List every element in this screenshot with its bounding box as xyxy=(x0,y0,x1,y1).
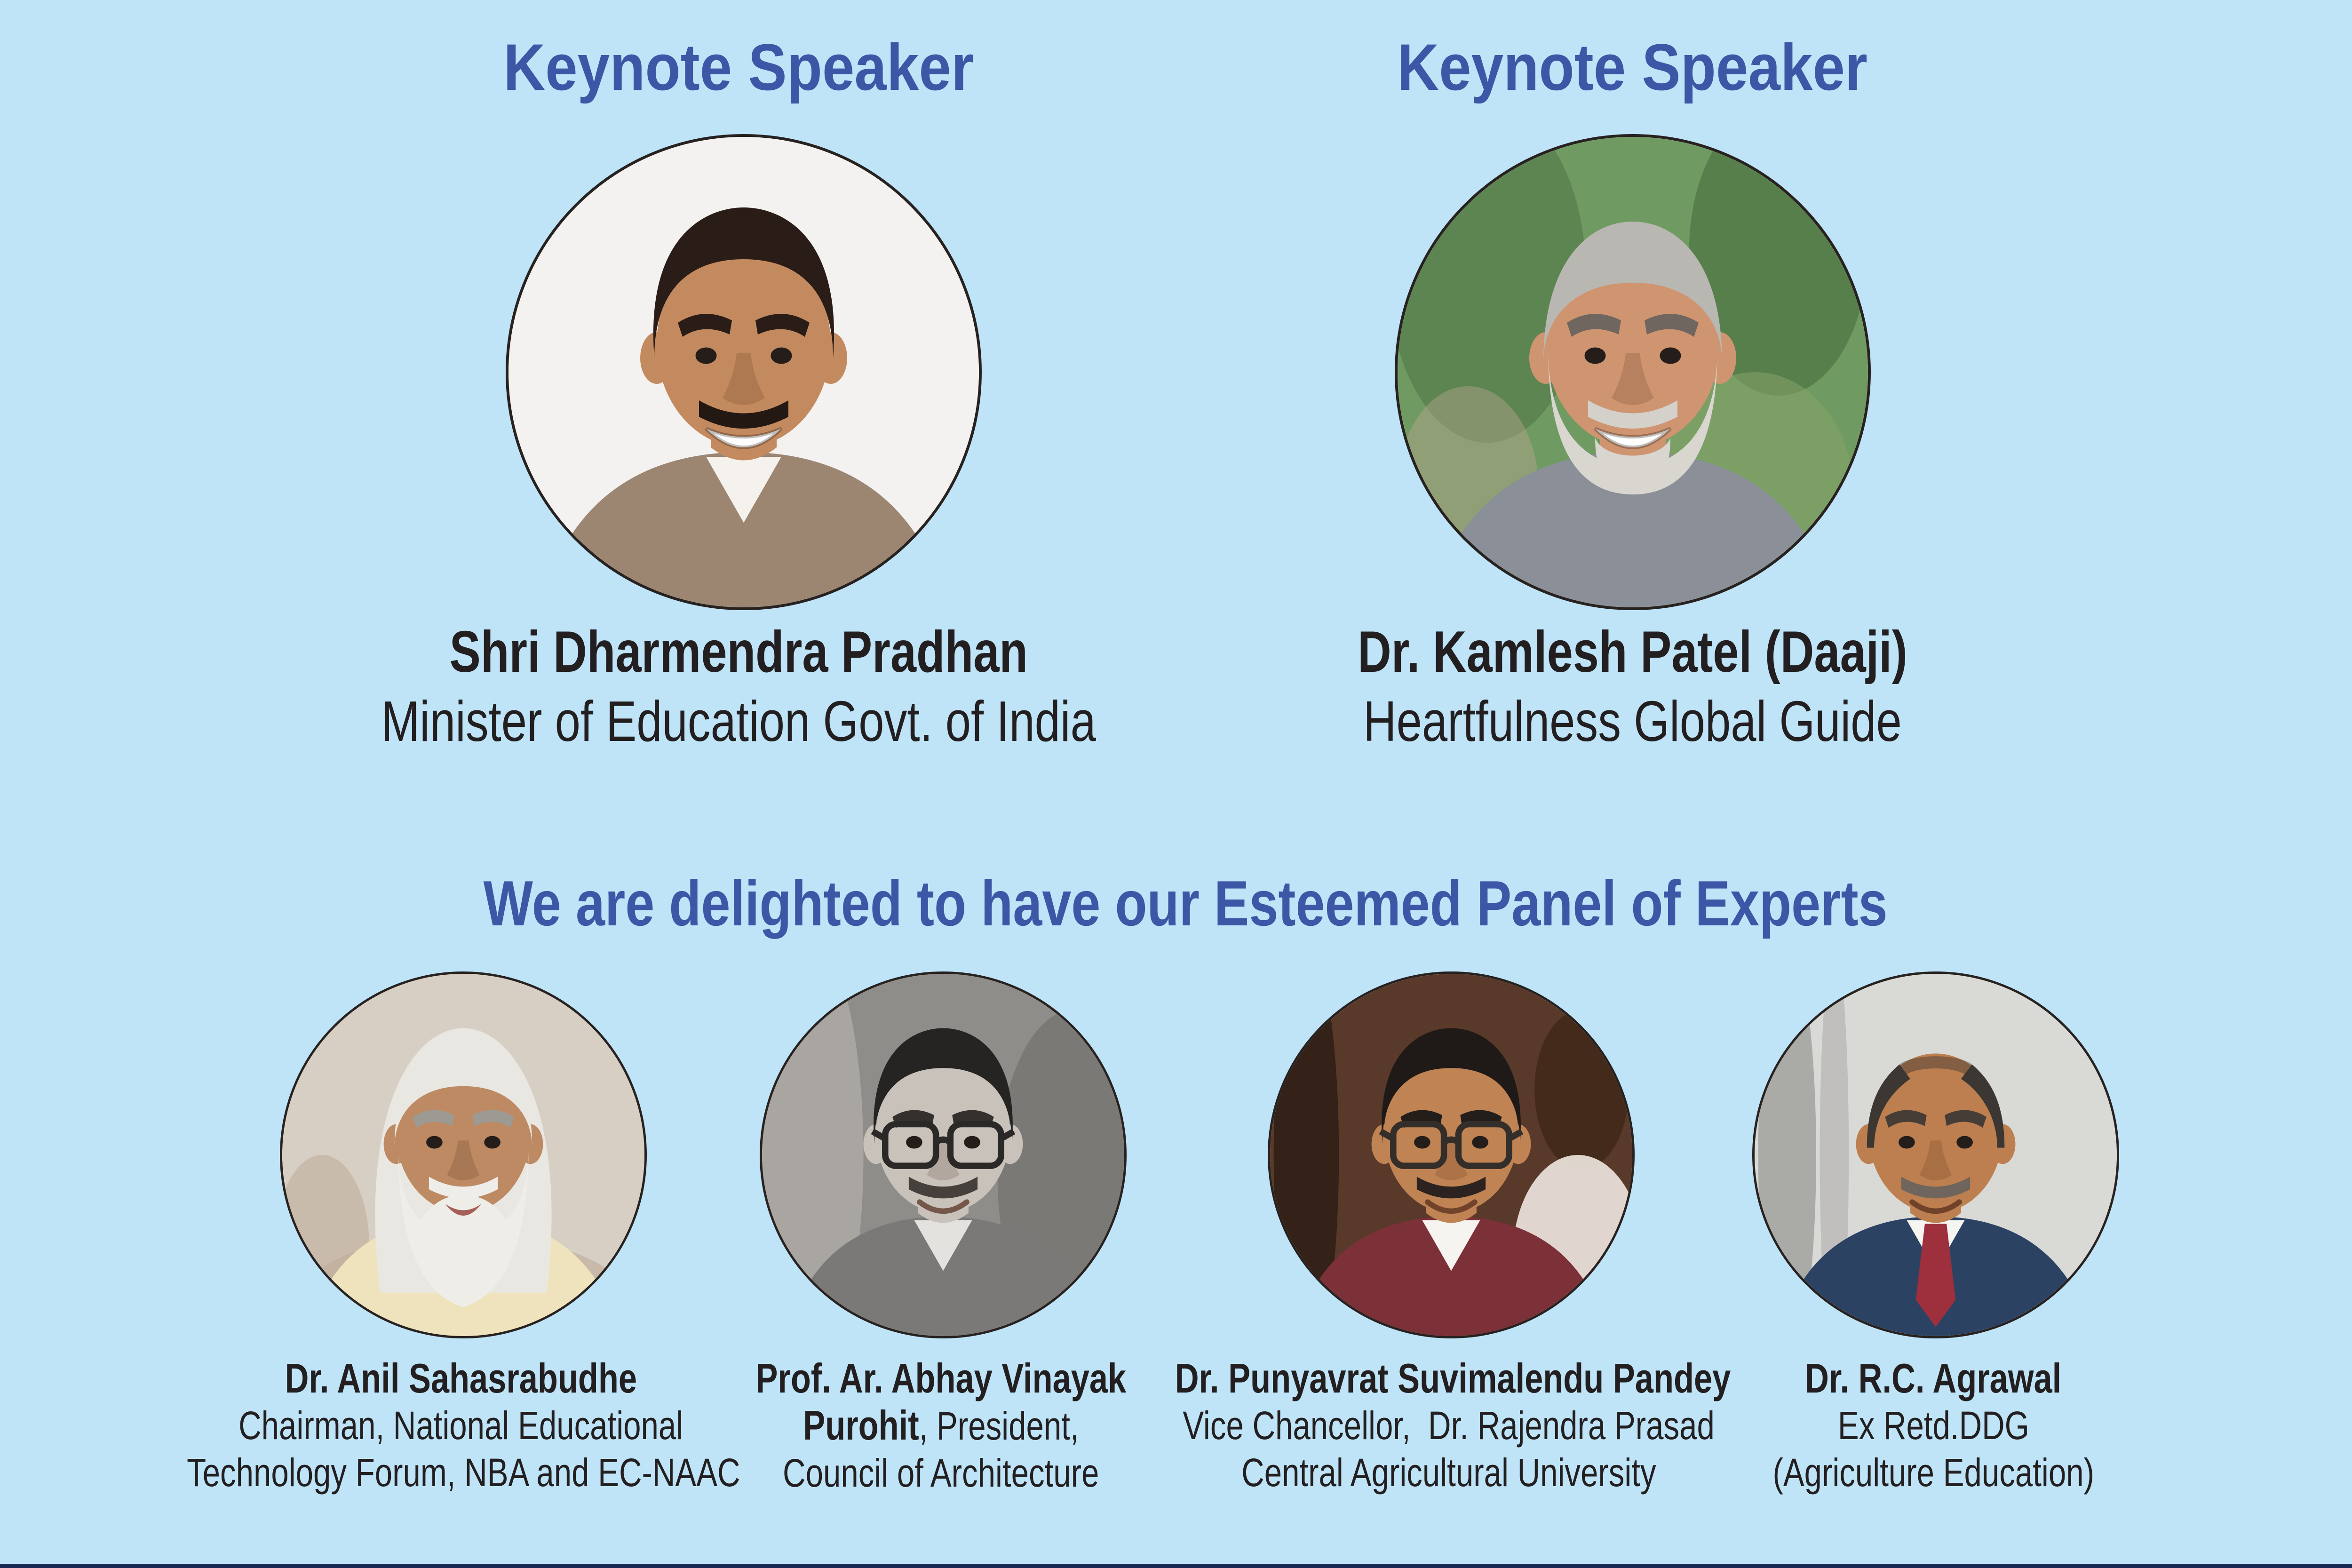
anil-sahasrabudhe-photo xyxy=(282,974,644,1336)
keynote-heading-left-text: Keynote Speaker xyxy=(503,30,974,104)
expert-role-line: Vice Chancellor, Dr. Rajendra Prasad xyxy=(1183,1403,1715,1448)
expert-role-line: Purohit, President, xyxy=(803,1402,1079,1449)
expert-caption: Dr. Punyavrat Suvimalendu Pandey Vice Ch… xyxy=(1105,1355,1792,1496)
expert-column-pandey: Dr. Punyavrat Suvimalendu Pandey Vice Ch… xyxy=(1143,971,1755,1536)
footer-bar xyxy=(0,1564,2352,1568)
expert-role-line: Ex Retd.DDG xyxy=(1837,1403,2029,1448)
expert-name: Prof. Ar. Abhay Vinayak xyxy=(755,1355,1126,1401)
speaker-name-right: Dr. Kamlesh Patel (Daaji) xyxy=(1357,620,1907,685)
expert-caption: Prof. Ar. Abhay Vinayak Purohit, Preside… xyxy=(597,1355,1284,1496)
punyavrat-pandey-photo xyxy=(1270,974,1632,1336)
portrait-punyavrat-pandey xyxy=(1268,971,1635,1338)
expert-column-purohit: Prof. Ar. Abhay Vinayak Purohit, Preside… xyxy=(635,971,1247,1536)
portrait-kamlesh-patel xyxy=(1395,134,1871,610)
panel-heading: We are delighted to have our Esteemed Pa… xyxy=(483,868,1888,939)
keynote-heading-right-text: Keynote Speaker xyxy=(1397,30,1867,104)
portrait-rc-agrawal xyxy=(1752,971,2119,1338)
expert-caption: Dr. Anil Sahasrabudhe Chairman, National… xyxy=(118,1355,804,1496)
expert-name: Dr. Punyavrat Suvimalendu Pandey xyxy=(1175,1355,1731,1401)
expert-role-line: Central Agricultural University xyxy=(1241,1450,1656,1495)
keynote-heading-right: Keynote Speaker xyxy=(1162,29,2103,105)
expert-name: Dr. Anil Sahasrabudhe xyxy=(285,1355,637,1401)
expert-role-line: Council of Architecture xyxy=(782,1451,1099,1495)
portrait-abhay-purohit xyxy=(760,971,1127,1338)
speaker-title-left: Minister of Education Govt. of India xyxy=(381,689,1096,753)
speaker-title-right: Heartfulness Global Guide xyxy=(1363,689,1902,753)
keynote-heading-left: Keynote Speaker xyxy=(268,29,1209,105)
dharmendra-pradhan-photo xyxy=(509,137,979,607)
speaker-name-left: Shri Dharmendra Pradhan xyxy=(449,620,1028,685)
expert-role-line: Technology Forum, NBA and EC-NAAC xyxy=(187,1450,740,1495)
kamlesh-patel-photo xyxy=(1398,137,1868,607)
expert-column-agrawal: Dr. R.C. Agrawal Ex Retd.DDG (Agricultur… xyxy=(1628,971,2239,1536)
expert-role-line: Chairman, National Educational xyxy=(238,1403,683,1448)
portrait-anil-sahasrabudhe xyxy=(280,971,647,1338)
portrait-dharmendra-pradhan xyxy=(506,134,982,610)
rc-agrawal-photo xyxy=(1755,974,2117,1336)
expert-column-sahasrabudhe: Dr. Anil Sahasrabudhe Chairman, National… xyxy=(155,971,767,1536)
expert-caption: Dr. R.C. Agrawal Ex Retd.DDG (Agricultur… xyxy=(1590,1355,2277,1496)
abhay-purohit-photo xyxy=(762,974,1124,1336)
expert-name: Dr. R.C. Agrawal xyxy=(1805,1355,2062,1401)
expert-role-line: (Agriculture Education) xyxy=(1772,1450,2094,1495)
